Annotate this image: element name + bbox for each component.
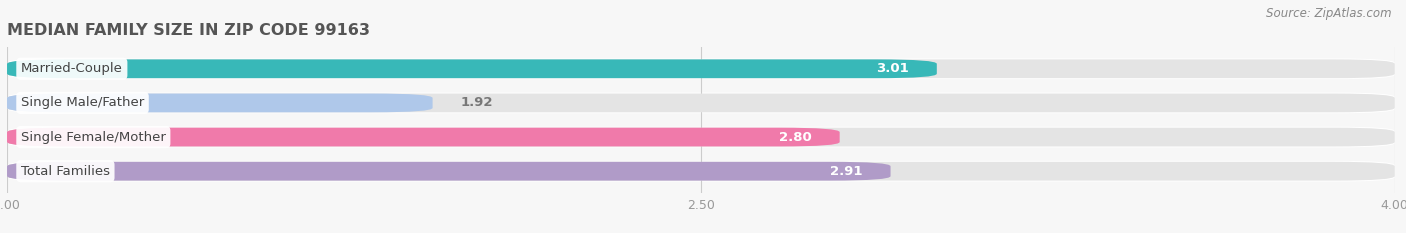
Text: Single Male/Father: Single Male/Father (21, 96, 145, 110)
Text: MEDIAN FAMILY SIZE IN ZIP CODE 99163: MEDIAN FAMILY SIZE IN ZIP CODE 99163 (7, 24, 370, 38)
Text: Source: ZipAtlas.com: Source: ZipAtlas.com (1267, 7, 1392, 20)
FancyBboxPatch shape (7, 162, 890, 181)
Text: 1.92: 1.92 (460, 96, 494, 110)
FancyBboxPatch shape (7, 161, 1395, 182)
Text: 2.80: 2.80 (779, 130, 811, 144)
Text: 2.91: 2.91 (831, 165, 863, 178)
FancyBboxPatch shape (7, 93, 1395, 112)
Text: 3.01: 3.01 (876, 62, 910, 75)
FancyBboxPatch shape (7, 59, 1395, 78)
FancyBboxPatch shape (7, 128, 839, 147)
FancyBboxPatch shape (7, 58, 1395, 79)
FancyBboxPatch shape (7, 93, 433, 112)
Text: Total Families: Total Families (21, 165, 110, 178)
FancyBboxPatch shape (7, 127, 1395, 147)
FancyBboxPatch shape (7, 59, 936, 78)
FancyBboxPatch shape (7, 162, 1395, 181)
FancyBboxPatch shape (7, 93, 1395, 113)
Text: Single Female/Mother: Single Female/Mother (21, 130, 166, 144)
FancyBboxPatch shape (7, 128, 1395, 147)
Text: Married-Couple: Married-Couple (21, 62, 122, 75)
